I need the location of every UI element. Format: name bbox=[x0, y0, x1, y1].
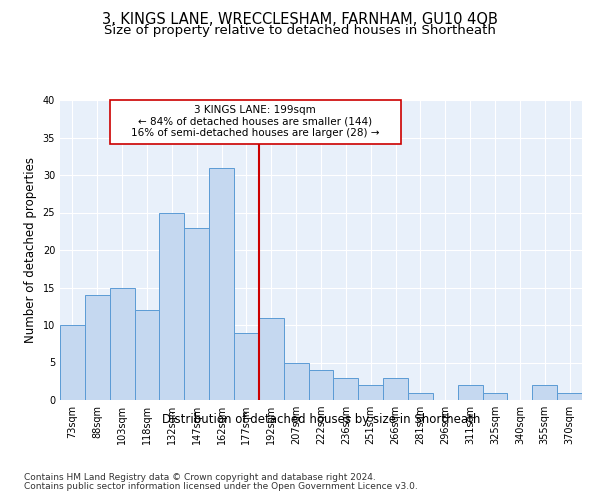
Bar bbox=[110, 288, 134, 400]
Bar bbox=[482, 392, 508, 400]
Text: 3, KINGS LANE, WRECCLESHAM, FARNHAM, GU10 4QB: 3, KINGS LANE, WRECCLESHAM, FARNHAM, GU1… bbox=[102, 12, 498, 28]
Bar bbox=[284, 362, 308, 400]
Text: 16% of semi-detached houses are larger (28) →: 16% of semi-detached houses are larger (… bbox=[131, 128, 379, 138]
Bar bbox=[408, 392, 433, 400]
Bar bbox=[85, 295, 110, 400]
Bar bbox=[557, 392, 582, 400]
Bar bbox=[308, 370, 334, 400]
Bar bbox=[184, 228, 209, 400]
Bar bbox=[259, 318, 284, 400]
FancyBboxPatch shape bbox=[110, 100, 401, 144]
Text: Size of property relative to detached houses in Shortheath: Size of property relative to detached ho… bbox=[104, 24, 496, 37]
Text: 3 KINGS LANE: 199sqm: 3 KINGS LANE: 199sqm bbox=[194, 106, 316, 116]
Text: Contains public sector information licensed under the Open Government Licence v3: Contains public sector information licen… bbox=[24, 482, 418, 491]
Text: Contains HM Land Registry data © Crown copyright and database right 2024.: Contains HM Land Registry data © Crown c… bbox=[24, 472, 376, 482]
Bar bbox=[209, 168, 234, 400]
Bar bbox=[458, 385, 482, 400]
Y-axis label: Number of detached properties: Number of detached properties bbox=[24, 157, 37, 343]
Bar bbox=[60, 325, 85, 400]
Text: ← 84% of detached houses are smaller (144): ← 84% of detached houses are smaller (14… bbox=[138, 116, 372, 126]
Bar bbox=[532, 385, 557, 400]
Bar bbox=[383, 378, 408, 400]
Bar bbox=[358, 385, 383, 400]
Bar bbox=[334, 378, 358, 400]
Bar bbox=[234, 332, 259, 400]
Text: Distribution of detached houses by size in Shortheath: Distribution of detached houses by size … bbox=[162, 412, 480, 426]
Bar bbox=[134, 310, 160, 400]
Bar bbox=[160, 212, 184, 400]
